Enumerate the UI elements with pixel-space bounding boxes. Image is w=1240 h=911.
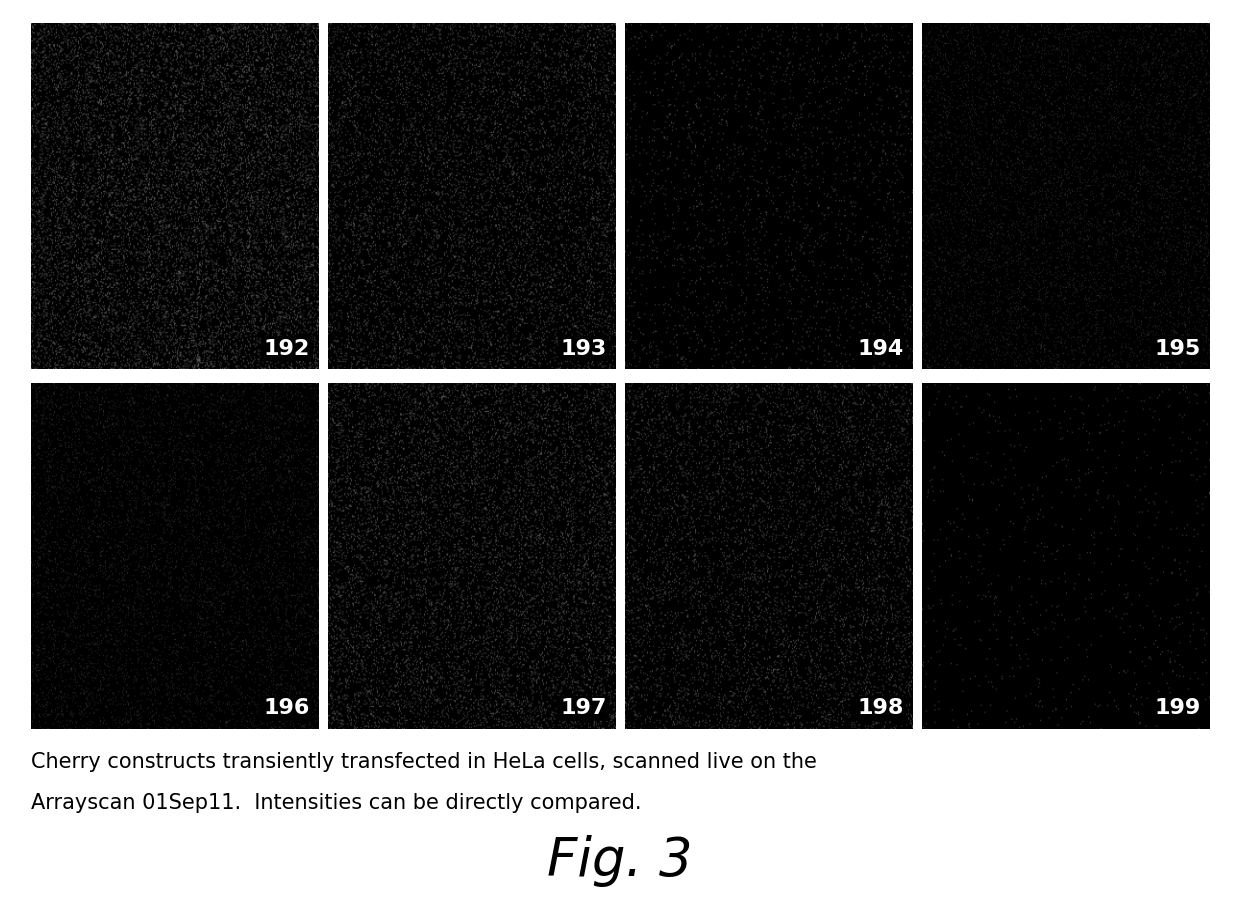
Text: 199: 199 bbox=[1154, 699, 1200, 719]
Text: 194: 194 bbox=[857, 339, 904, 359]
Text: Arrayscan 01Sep11.  Intensities can be directly compared.: Arrayscan 01Sep11. Intensities can be di… bbox=[31, 793, 641, 813]
Text: 192: 192 bbox=[263, 339, 310, 359]
Text: 197: 197 bbox=[560, 699, 606, 719]
Text: Cherry constructs transiently transfected in HeLa cells, scanned live on the: Cherry constructs transiently transfecte… bbox=[31, 752, 817, 772]
Text: 198: 198 bbox=[857, 699, 904, 719]
Text: 193: 193 bbox=[560, 339, 606, 359]
Text: 196: 196 bbox=[263, 699, 310, 719]
Text: 195: 195 bbox=[1154, 339, 1200, 359]
Text: Fig. 3: Fig. 3 bbox=[547, 834, 693, 887]
